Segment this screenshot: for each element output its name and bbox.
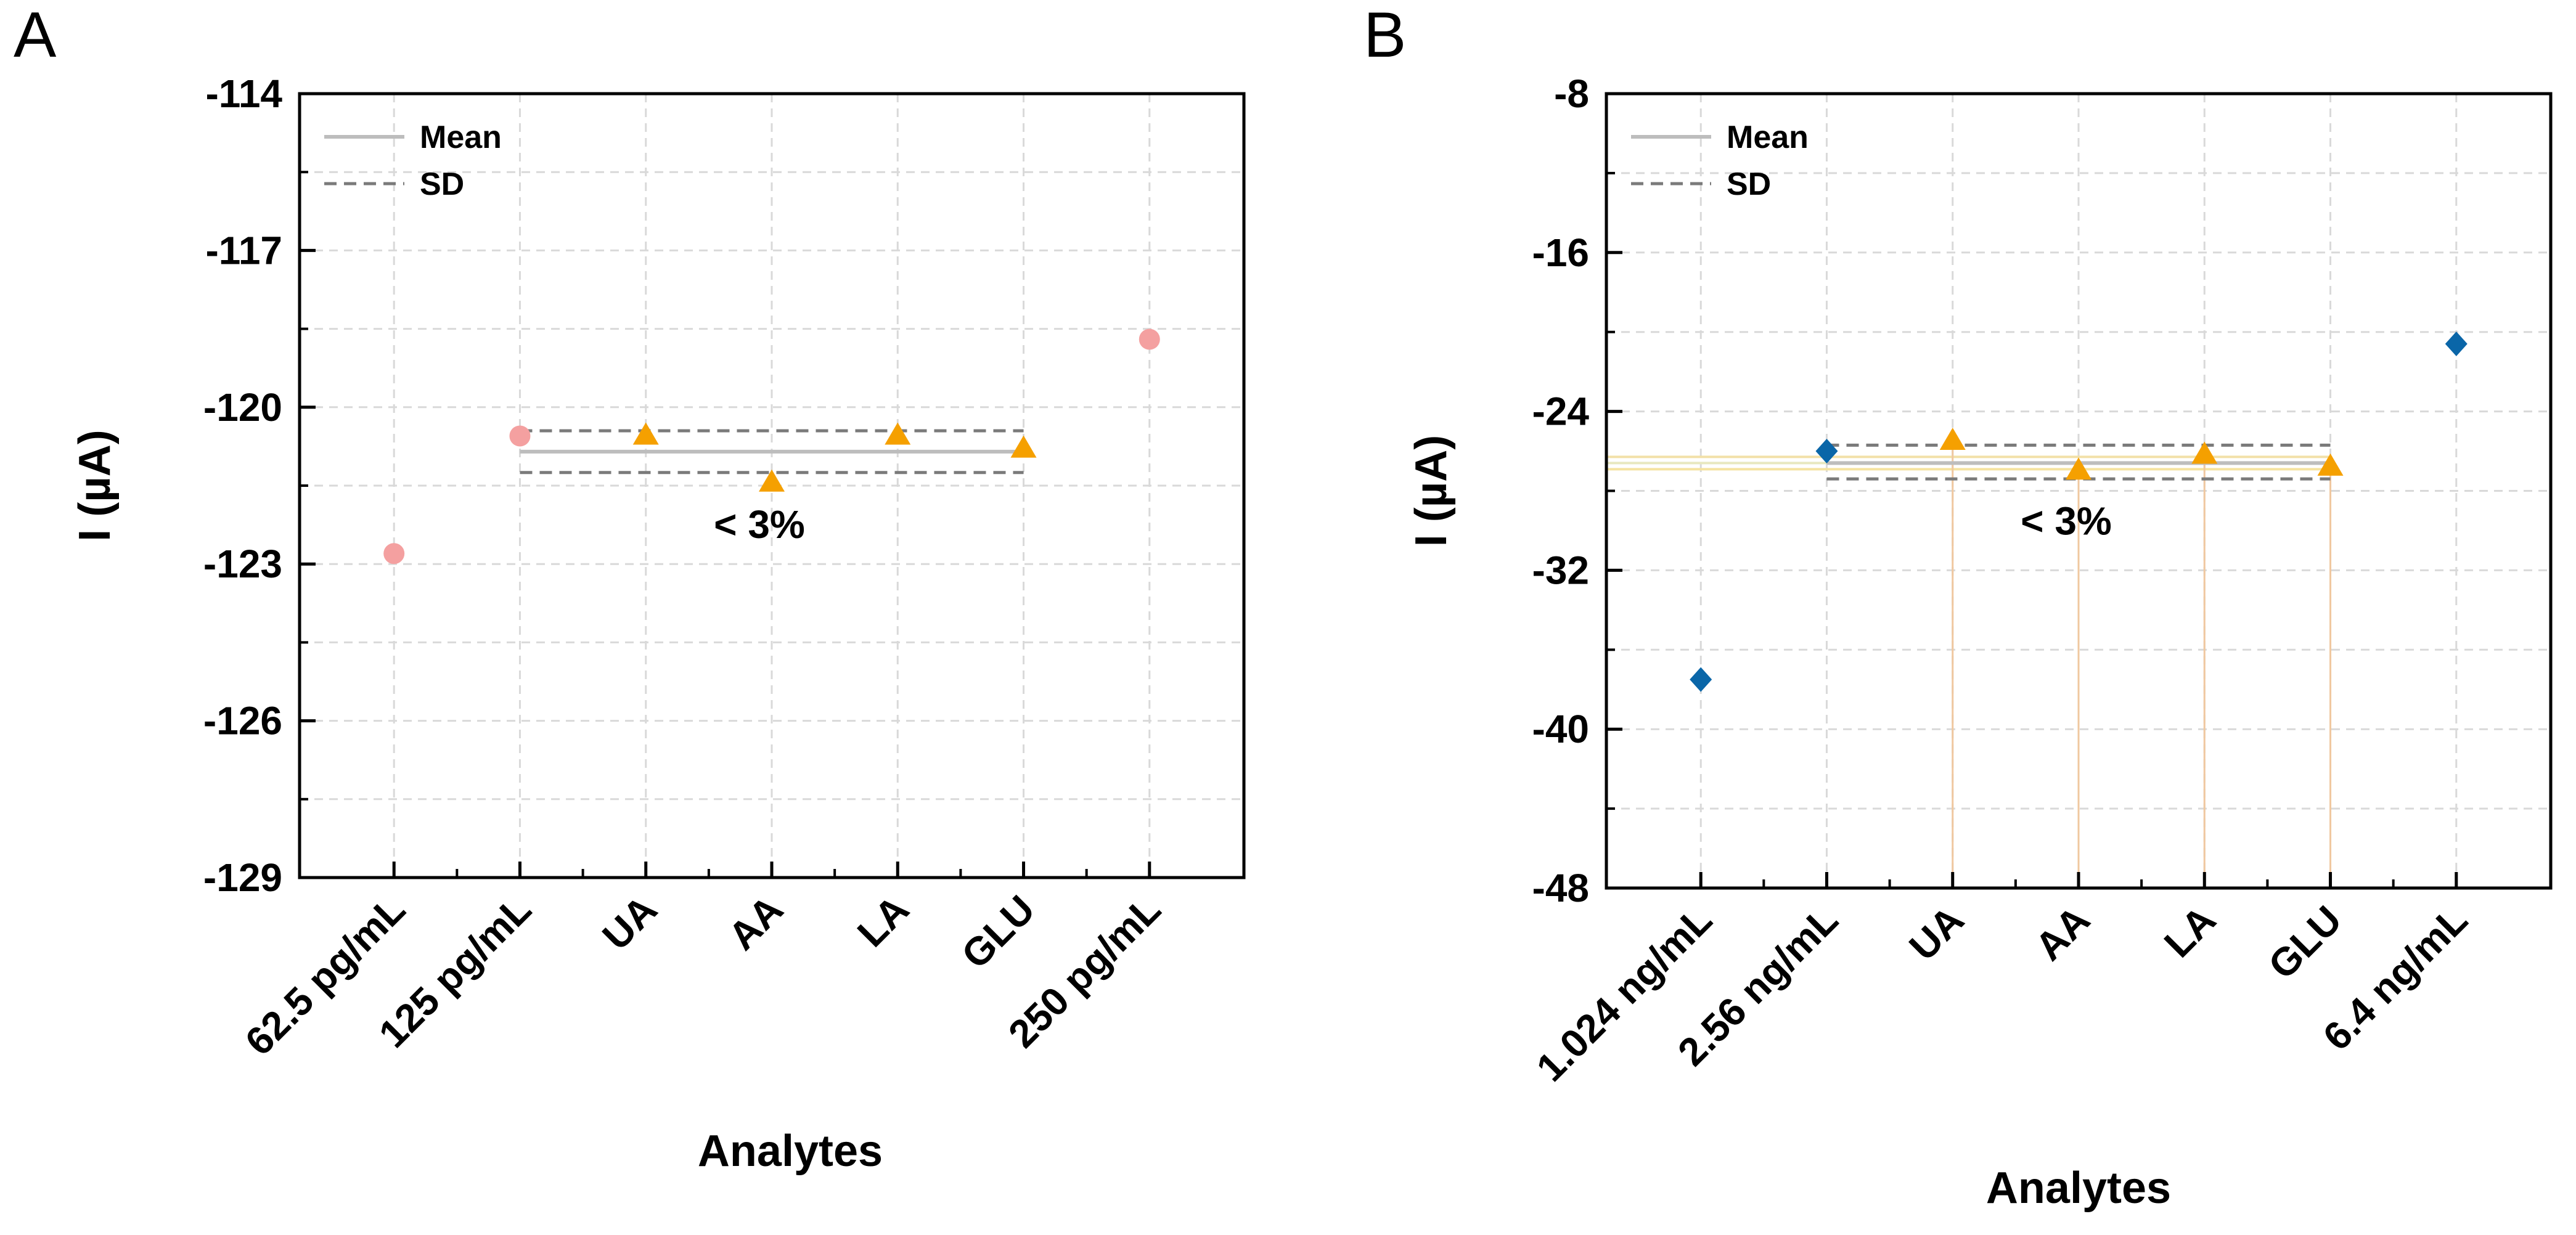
y-tick-label: -123 — [203, 542, 282, 586]
data-point-triangle — [1939, 427, 1966, 450]
panel-a-x-axis-title: Analytes — [698, 1127, 883, 1176]
x-tick-label: LA — [849, 887, 917, 955]
x-tick-label: LA — [2156, 897, 2224, 966]
panel-b-data-points — [1690, 332, 2468, 692]
panel-a: A -114-117-120-123-126-129 62.5 pg/mL125… — [14, 0, 1246, 1176]
data-point-triangle — [2191, 441, 2218, 464]
y-tick-label: -32 — [1532, 548, 1590, 592]
panel-b: B -8-16-24-32-40-48 1.024 ng/mL2.56 ng/m… — [1364, 0, 2553, 1213]
panel-a-y-tick-labels: -114 -117 -120 -123 -126 -129 — [203, 71, 283, 900]
x-tick-label: GLU — [2260, 897, 2350, 987]
y-tick-label: -129 — [203, 855, 282, 900]
legend-mean-label: Mean — [420, 120, 502, 155]
panel-b-annotation: < 3% — [2021, 499, 2112, 543]
x-tick-label: GLU — [953, 887, 1043, 977]
data-point-triangle — [2317, 453, 2344, 476]
legend-sd-label: SD — [1727, 166, 1771, 202]
data-point-triangle — [632, 422, 659, 445]
panel-b-letter: B — [1364, 0, 1406, 71]
data-point-circle — [1139, 328, 1160, 350]
y-tick-label: -126 — [203, 699, 282, 743]
panel-a-legend: Mean SD — [324, 120, 502, 202]
data-point-diamond — [2445, 332, 2468, 357]
panel-a-y-axis-title: I (µA) — [70, 430, 120, 541]
legend-mean-label: Mean — [1727, 120, 1809, 155]
panel-b-x-axis-title: Analytes — [1986, 1164, 2171, 1213]
x-tick-label: AA — [720, 887, 791, 958]
y-tick-label: -114 — [205, 71, 282, 116]
x-tick-label: UA — [1900, 897, 1972, 969]
panel-b-y-axis-title: I (µA) — [1407, 435, 1456, 547]
data-point-circle — [383, 543, 405, 565]
y-tick-label: -40 — [1532, 707, 1590, 751]
legend-sd-label: SD — [420, 166, 464, 202]
x-tick-label: AA — [2027, 897, 2098, 969]
y-tick-label: -8 — [1554, 71, 1589, 116]
data-point-diamond — [1690, 667, 1712, 692]
y-tick-label: -24 — [1532, 389, 1590, 434]
data-point-circle — [509, 425, 531, 447]
y-tick-label: -120 — [203, 385, 282, 430]
panel-b-ticks — [1606, 92, 2458, 890]
y-tick-label: -117 — [205, 228, 282, 272]
y-tick-label: -16 — [1532, 230, 1590, 275]
panel-b-y-tick-labels: -8 -16 -24 -32 -40 -48 — [1532, 71, 1590, 910]
data-point-triangle — [1010, 435, 1037, 458]
data-point-triangle — [885, 422, 911, 445]
panel-a-letter: A — [14, 0, 57, 71]
panel-a-reference-lines — [520, 429, 1024, 475]
panel-b-legend: Mean SD — [1631, 120, 1809, 202]
panel-a-data-points — [383, 328, 1160, 565]
data-point-diamond — [1815, 439, 1838, 464]
y-tick-label: -48 — [1532, 866, 1590, 910]
data-point-triangle — [759, 469, 785, 492]
panel-b-reference-lines — [1606, 441, 2332, 888]
panel-a-annotation: < 3% — [714, 502, 805, 547]
x-tick-label: UA — [594, 887, 665, 958]
data-point-triangle — [2066, 457, 2091, 480]
panel-b-grid — [1606, 94, 2551, 888]
panel-a-ticks — [300, 92, 1151, 879]
